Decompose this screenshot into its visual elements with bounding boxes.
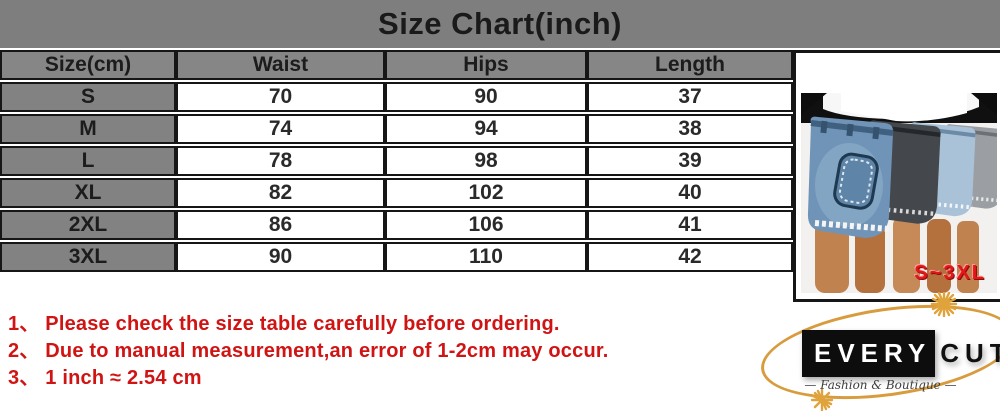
brand-tagline: — Fashion & Boutique — — [804, 378, 957, 392]
hips-value: 102 — [385, 178, 587, 208]
table-row: 3XL 90 110 42 — [0, 242, 793, 272]
page-title: Size Chart(inch) — [378, 6, 622, 41]
note-item: 3、 1 inch ≈ 2.54 cm — [8, 367, 202, 389]
size-range-label: S~3XL — [914, 262, 986, 284]
length-value: 41 — [587, 210, 793, 240]
size-label: L — [0, 146, 176, 176]
header-length: Length — [587, 50, 793, 80]
hips-value: 90 — [385, 82, 587, 112]
brand-logo: EVERY CUTE — Fashion & Boutique — — [748, 290, 1000, 414]
table-row: XL 82 102 40 — [0, 178, 793, 208]
title-bar: Size Chart(inch) — [0, 0, 1000, 48]
note-item: 2、 Due to manual measurement,an error of… — [8, 340, 609, 362]
size-label: XL — [0, 178, 176, 208]
brand-wordmark: EVERY CUTE — [802, 330, 1000, 377]
header-row: Size(cm) Waist Hips Length — [0, 50, 793, 80]
brand-secondary-text: CUTE — [940, 338, 1000, 368]
waist-value: 74 — [176, 114, 385, 144]
length-value: 42 — [587, 242, 793, 272]
hips-value: 94 — [385, 114, 587, 144]
brand-primary-text: EVERY — [802, 330, 936, 377]
length-value: 38 — [587, 114, 793, 144]
header-size: Size(cm) — [0, 50, 176, 80]
size-table: Size(cm) Waist Hips Length S 70 90 37 M … — [0, 48, 793, 274]
hips-value: 98 — [385, 146, 587, 176]
waist-value: 70 — [176, 82, 385, 112]
starburst-icon — [810, 292, 958, 412]
product-photo: S~3XL — [801, 93, 997, 293]
notes-list: 1、 Please check the size table carefully… — [8, 311, 728, 392]
size-label: 2XL — [0, 210, 176, 240]
header-hips: Hips — [385, 50, 587, 80]
waist-value: 90 — [176, 242, 385, 272]
header-waist: Waist — [176, 50, 385, 80]
waist-value: 82 — [176, 178, 385, 208]
hips-value: 110 — [385, 242, 587, 272]
size-label: 3XL — [0, 242, 176, 272]
waist-value: 78 — [176, 146, 385, 176]
hips-value: 106 — [385, 210, 587, 240]
size-label: M — [0, 114, 176, 144]
table-row: M 74 94 38 — [0, 114, 793, 144]
length-value: 40 — [587, 178, 793, 208]
length-value: 39 — [587, 146, 793, 176]
denim-shorts-illustration — [801, 93, 997, 293]
table-row: S 70 90 37 — [0, 82, 793, 112]
table-row: 2XL 86 106 41 — [0, 210, 793, 240]
waist-value: 86 — [176, 210, 385, 240]
product-photo-cell: S~3XL — [793, 50, 1000, 302]
note-item: 1、 Please check the size table carefully… — [8, 313, 560, 335]
length-value: 37 — [587, 82, 793, 112]
table-row: L 78 98 39 — [0, 146, 793, 176]
size-label: S — [0, 82, 176, 112]
